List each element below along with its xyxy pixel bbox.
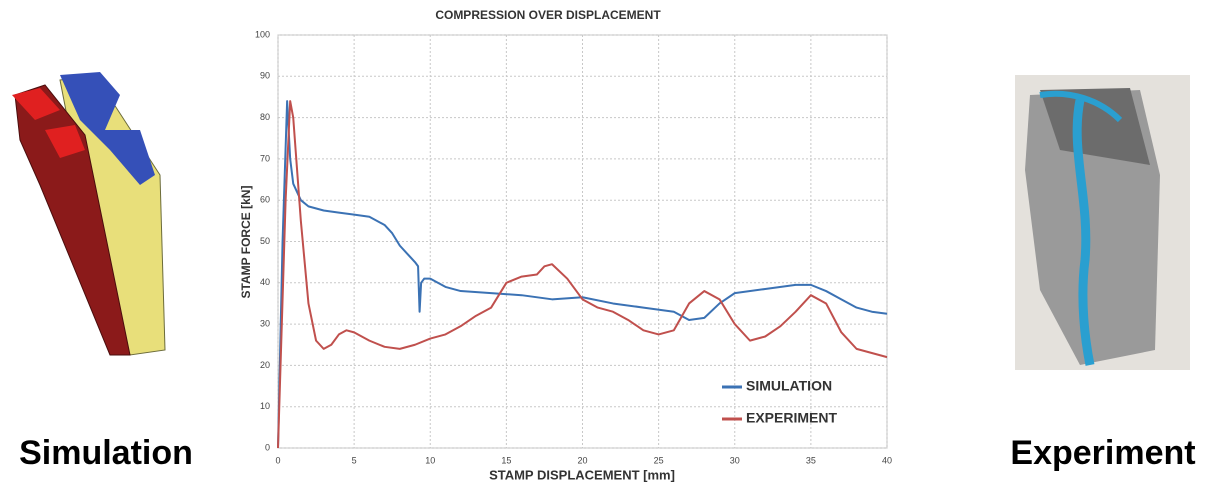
x-tick-label: 15 — [501, 455, 511, 465]
x-axis-label: STAMP DISPLACEMENT [mm] — [489, 467, 675, 482]
y-tick-label: 0 — [265, 442, 270, 452]
simulation-model — [12, 72, 166, 356]
data-line — [277, 100, 888, 449]
legend-label: EXPERIMENT — [746, 410, 837, 426]
x-tick-label: 20 — [577, 455, 587, 465]
x-tick-label: 25 — [654, 455, 664, 465]
x-tick-label: 40 — [882, 455, 892, 465]
y-tick-label: 40 — [260, 277, 270, 287]
x-tick-label: 35 — [806, 455, 816, 465]
y-tick-label: 80 — [260, 112, 270, 122]
y-tick-label: 70 — [260, 153, 270, 163]
data-line — [277, 100, 888, 449]
x-tick-label: 10 — [425, 455, 435, 465]
x-tick-label: 30 — [730, 455, 740, 465]
chart-title: COMPRESSION OVER DISPLACEMENT — [435, 8, 661, 22]
experiment-photo — [1015, 75, 1190, 370]
y-tick-label: 10 — [260, 401, 270, 411]
x-tick-label: 5 — [352, 455, 357, 465]
y-axis-label: STAMP FORCE [kN] — [239, 186, 253, 299]
x-tick-label: 0 — [275, 455, 280, 465]
y-tick-label: 60 — [260, 195, 270, 205]
side-label: Simulation — [19, 434, 193, 472]
y-tick-label: 30 — [260, 318, 270, 328]
y-tick-label: 50 — [260, 236, 270, 246]
y-tick-label: 100 — [255, 29, 270, 39]
y-tick-label: 20 — [260, 360, 270, 370]
legend-label: SIMULATION — [746, 378, 832, 394]
y-tick-label: 90 — [260, 71, 270, 81]
side-label: Experiment — [1010, 434, 1195, 472]
